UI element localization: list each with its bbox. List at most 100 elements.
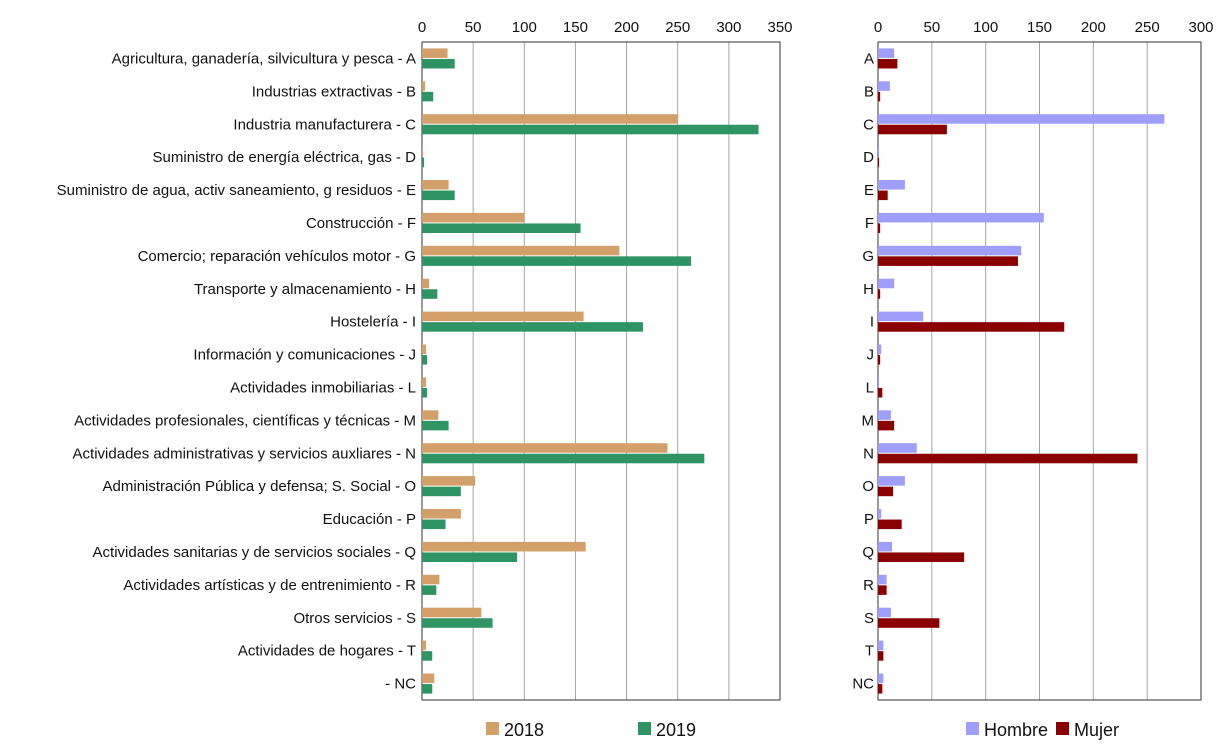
category-label-13: Administración Pública y defensa; S. Soc… — [103, 478, 416, 495]
bar-2018-1 — [422, 81, 426, 91]
category-label-18: Actividades de hogares - T — [238, 643, 416, 660]
legend-label-Mujer: Mujer — [1074, 720, 1119, 740]
bar-Mujer-17 — [878, 618, 940, 628]
bar-2019-13 — [422, 486, 461, 497]
bar-2019-6 — [422, 256, 692, 266]
bar-Hombre-4 — [878, 180, 905, 190]
category-label-16: R — [863, 577, 874, 594]
category-label-13: O — [862, 478, 874, 495]
bar-Hombre-8 — [878, 311, 924, 322]
bar-Mujer-19 — [878, 684, 883, 694]
category-label-3: D — [863, 149, 874, 166]
category-label-12: N — [863, 445, 874, 462]
bar-2018-0 — [422, 48, 448, 58]
x-tick-label-200: 200 — [614, 19, 639, 36]
category-label-3: Suministro de energía eléctrica, gas - D — [153, 149, 417, 166]
bar-Mujer-7 — [878, 289, 881, 299]
category-label-8: I — [870, 314, 874, 331]
bar-2018-3 — [422, 147, 424, 157]
bar-2018-15 — [422, 541, 586, 552]
bar-Hombre-3 — [878, 147, 880, 157]
plot-frame — [877, 41, 1202, 701]
bar-2019-9 — [422, 355, 428, 365]
bar-2019-12 — [422, 453, 705, 464]
category-label-2: Industria manufacturera - C — [233, 116, 416, 133]
x-tick-label-100: 100 — [973, 19, 998, 36]
bar-2019-7 — [422, 289, 438, 299]
x-tick-label-200: 200 — [1081, 19, 1106, 36]
bar-2019-16 — [422, 585, 437, 595]
legend-swatch-2019 — [638, 722, 651, 735]
bar-Mujer-12 — [878, 453, 1138, 464]
x-tick-label-250: 250 — [665, 19, 690, 36]
bar-Hombre-2 — [878, 114, 1165, 124]
bar-Hombre-14 — [878, 509, 882, 519]
category-label-18: T — [865, 643, 874, 660]
bar-Mujer-3 — [878, 157, 880, 168]
bar-2018-16 — [422, 574, 440, 585]
x-tick-label-0: 0 — [874, 19, 882, 36]
bar-2018-7 — [422, 278, 430, 289]
bar-Mujer-0 — [878, 58, 898, 69]
bar-Mujer-13 — [878, 486, 894, 497]
bar-Mujer-5 — [878, 223, 881, 233]
bar-2018-10 — [422, 377, 427, 387]
category-label-10: Actividades inmobiliarias - L — [230, 379, 416, 396]
x-tick-label-150: 150 — [563, 19, 588, 36]
x-tick-label-350: 350 — [767, 19, 792, 36]
category-label-16: Actividades artísticas y de entrenimient… — [123, 577, 416, 594]
bar-2018-8 — [422, 311, 584, 322]
bar-Mujer-2 — [878, 124, 947, 135]
bar-Mujer-15 — [878, 552, 965, 562]
bar-Hombre-0 — [878, 48, 895, 58]
bar-2018-17 — [422, 607, 482, 618]
category-label-2: C — [863, 116, 874, 133]
legend-swatch-Mujer — [1056, 722, 1069, 735]
bar-2019-5 — [422, 223, 581, 233]
bar-2018-14 — [422, 509, 461, 519]
bar-2018-6 — [422, 245, 620, 256]
bar-2018-11 — [422, 410, 439, 420]
bar-2019-17 — [422, 618, 493, 628]
bar-Mujer-18 — [878, 651, 884, 661]
category-label-15: Actividades sanitarias y de servicios so… — [93, 544, 416, 561]
bar-2019-0 — [422, 58, 455, 69]
bar-2018-2 — [422, 114, 678, 124]
category-label-5: F — [865, 215, 874, 232]
bar-2018-18 — [422, 640, 427, 651]
x-tick-label-300: 300 — [1188, 19, 1213, 36]
legend-swatch-Hombre — [966, 722, 979, 735]
x-tick-label-300: 300 — [716, 19, 741, 36]
bar-2018-12 — [422, 443, 668, 453]
category-label-6: Comercio; reparación vehículos motor - G — [138, 248, 416, 265]
bar-Hombre-18 — [878, 640, 884, 651]
bar-2019-8 — [422, 322, 643, 332]
bar-2019-3 — [422, 157, 425, 168]
category-label-12: Actividades administrativas y servicios … — [73, 445, 416, 462]
category-label-7: H — [863, 281, 874, 298]
category-label-17: S — [864, 610, 874, 627]
bar-2019-18 — [422, 651, 433, 661]
x-tick-label-0: 0 — [418, 19, 426, 36]
category-label-15: Q — [862, 544, 874, 561]
category-label-1: Industrias extractivas - B — [252, 83, 416, 100]
bar-2019-19 — [422, 684, 433, 694]
bar-2018-4 — [422, 180, 449, 190]
bar-2019-10 — [422, 387, 428, 398]
bar-Hombre-7 — [878, 278, 895, 289]
x-tick-label-150: 150 — [1027, 19, 1052, 36]
x-tick-label-50: 50 — [465, 19, 482, 36]
bar-2019-1 — [422, 91, 434, 102]
x-tick-label-250: 250 — [1135, 19, 1160, 36]
bar-Hombre-12 — [878, 443, 917, 453]
category-label-10: L — [866, 379, 874, 396]
bar-Hombre-11 — [878, 410, 891, 420]
bar-2018-19 — [422, 673, 435, 684]
category-label-8: Hostelería - I — [330, 314, 416, 331]
legend-label-Hombre: Hombre — [984, 720, 1048, 740]
category-label-19: NC — [852, 676, 874, 693]
bar-2018-5 — [422, 212, 525, 223]
bar-Mujer-6 — [878, 256, 1018, 266]
bar-2019-11 — [422, 420, 449, 431]
bar-Hombre-1 — [878, 81, 890, 91]
